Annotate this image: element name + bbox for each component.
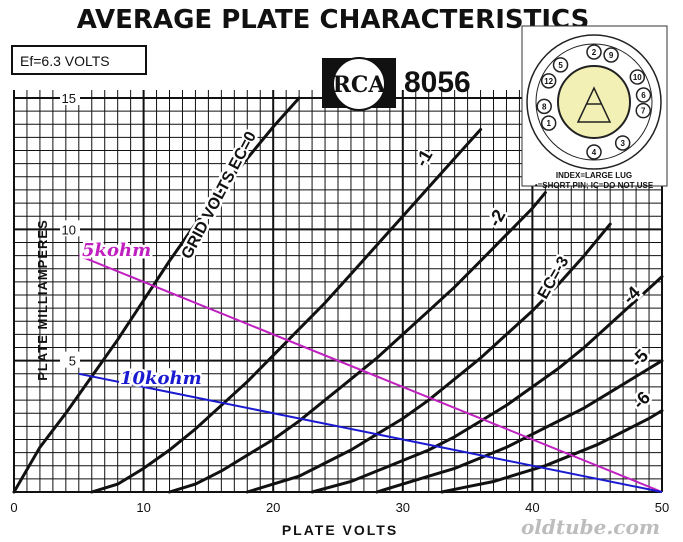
pin-3 bbox=[614, 135, 631, 151]
curve--5 bbox=[375, 359, 664, 494]
pin-label: 2 bbox=[592, 48, 597, 57]
tube-type: 8056 bbox=[404, 66, 471, 99]
pin-note: •=SHORT PIN; IC=DO NOT USE bbox=[535, 181, 654, 190]
pin-5 bbox=[552, 57, 569, 73]
grid bbox=[13, 90, 663, 493]
x-tick-label: 40 bbox=[525, 500, 539, 515]
chart-title: AVERAGE PLATE CHARACTERISTICS bbox=[77, 5, 590, 35]
y-tick-bg bbox=[60, 351, 80, 368]
label-load-10kohm-halo: 10kohm bbox=[120, 368, 202, 389]
curves bbox=[12, 96, 664, 494]
y-axis-label: PLATE MILLIAMPERES bbox=[35, 219, 50, 380]
pin-1 bbox=[540, 115, 557, 131]
pin-10 bbox=[629, 69, 646, 85]
heater-label: Ef=6.3 VOLTS bbox=[20, 53, 110, 69]
load-line-5kohm bbox=[78, 254, 663, 493]
y-tick-label: 15 bbox=[62, 91, 76, 106]
label-load-5kohm: 5kohm bbox=[82, 240, 151, 261]
pin-2 bbox=[586, 44, 602, 60]
y-tick-label: 5 bbox=[69, 354, 76, 369]
curve--2 bbox=[168, 191, 547, 494]
pin-label: 4 bbox=[592, 148, 597, 157]
pin-9 bbox=[603, 47, 619, 63]
watermark: oldtube.com bbox=[521, 515, 660, 539]
pin-8 bbox=[536, 98, 552, 115]
x-tick-label: 30 bbox=[396, 500, 410, 515]
curve--4 bbox=[310, 275, 664, 494]
axes: 0 10 20 30 40 50 5 10 15 bbox=[10, 89, 669, 515]
rca-logo: RCA bbox=[322, 57, 396, 111]
heater-box bbox=[11, 45, 147, 75]
load-line-10kohm bbox=[78, 372, 663, 493]
pin-12 bbox=[540, 73, 557, 89]
pin-6 bbox=[635, 87, 652, 103]
y-tick-bg bbox=[60, 89, 80, 105]
label-load-10kohm: 10kohm bbox=[120, 368, 202, 389]
brand-text: RCA bbox=[333, 72, 387, 98]
curve--6 bbox=[440, 409, 664, 494]
pin-label: 3 bbox=[620, 139, 625, 148]
index-note: INDEX=LARGE LUG bbox=[556, 171, 632, 180]
x-tick-label: 20 bbox=[266, 500, 280, 515]
pin-7 bbox=[635, 102, 651, 119]
pin-label: 6 bbox=[641, 91, 646, 100]
pin-label: 8 bbox=[542, 102, 547, 111]
pin-label: 7 bbox=[641, 107, 646, 116]
pin-label: 10 bbox=[633, 73, 642, 82]
x-axis-label: PLATE VOLTS bbox=[282, 522, 398, 538]
pin-label: 1 bbox=[546, 119, 551, 128]
curve-EC=-3 bbox=[245, 222, 612, 494]
pin-label: 9 bbox=[609, 51, 614, 60]
pin-label: 5 bbox=[558, 61, 563, 70]
x-tick-label: 0 bbox=[10, 500, 17, 515]
y-tick-bg bbox=[60, 220, 80, 237]
x-tick-label: 10 bbox=[136, 500, 150, 515]
curve-GRID VOLTS EC=0 bbox=[12, 96, 301, 494]
pin-label: 12 bbox=[544, 77, 553, 86]
curve--1 bbox=[90, 128, 483, 494]
x-tick-label: 50 bbox=[655, 500, 669, 515]
load-lines bbox=[78, 254, 663, 493]
pin-4 bbox=[586, 144, 602, 160]
label-load-5kohm-halo: 5kohm bbox=[82, 240, 151, 261]
y-tick-label: 10 bbox=[62, 222, 76, 237]
